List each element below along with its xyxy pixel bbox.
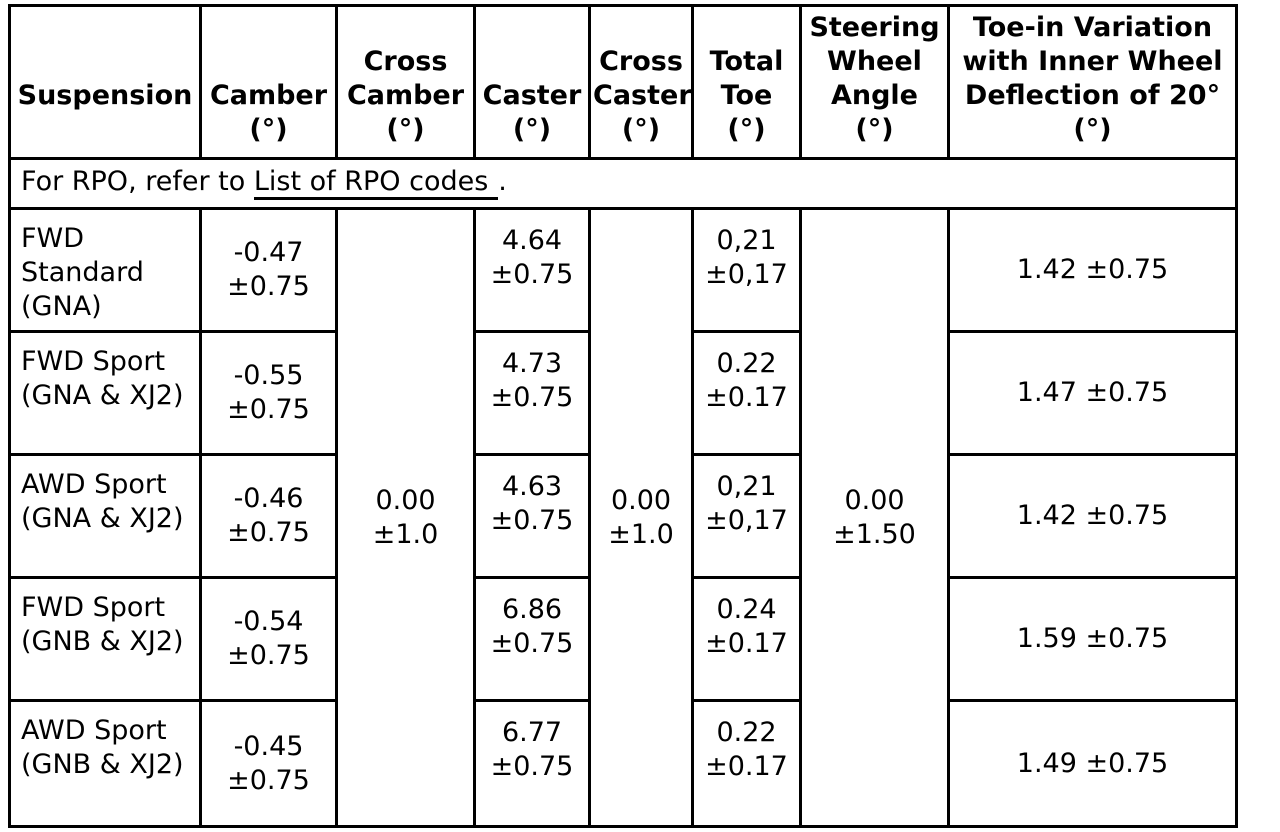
rpo-note-prefix: For RPO, refer to: [21, 165, 254, 197]
cell-total-toe: 0.24 ±0.17: [691, 576, 802, 702]
cell-suspension: FWD Sport (GNA & XJ2): [8, 330, 202, 456]
cell-steering-wheel-angle-merged: 0.00 ±1.50: [799, 207, 950, 828]
cell-cross-caster-merged: 0.00 ±1.0: [588, 207, 694, 828]
cell-caster: 6.77 ±0.75: [473, 699, 591, 828]
col-header-total-toe: Total Toe (°): [691, 4, 802, 160]
cell-caster: 6.86 ±0.75: [473, 576, 591, 702]
cell-total-toe: 0.22 ±0.17: [691, 699, 802, 828]
cell-caster: 4.73 ±0.75: [473, 330, 591, 456]
rpo-note-row: For RPO, refer to List of RPO codes.: [8, 157, 1238, 210]
cell-camber: -0.55 ±0.75: [199, 330, 338, 456]
cell-suspension: AWD Sport (GNA & XJ2): [8, 453, 202, 579]
col-header-caster: Caster (°): [473, 4, 591, 160]
cell-toe-in-variation: 1.59 ±0.75: [947, 576, 1238, 702]
col-header-camber: Camber (°): [199, 4, 338, 160]
cell-camber: -0.45 ±0.75: [199, 699, 338, 828]
table-row-fwd-sport-gna-xj2: FWD Sport (GNA & XJ2) -0.55 ±0.75 4.73 ±…: [8, 330, 1238, 456]
col-header-toe-in-variation: Toe-in Variation with Inner Wheel Deflec…: [947, 4, 1238, 160]
table-row-fwd-standard-gna: FWD Standard (GNA) -0.47 ±0.75 0.00 ±1.0…: [8, 207, 1238, 828]
col-header-suspension: Suspension: [8, 4, 202, 160]
cell-toe-in-variation: 1.47 ±0.75: [947, 330, 1238, 456]
cell-caster: 4.64 ±0.75: [473, 207, 591, 333]
col-header-cross-caster: Cross Caster (°): [588, 4, 694, 160]
cell-cross-camber-merged: 0.00 ±1.0: [335, 207, 476, 828]
cell-camber: -0.54 ±0.75: [199, 576, 338, 702]
cell-toe-in-variation: 1.42 ±0.75: [947, 453, 1238, 579]
rpo-note-cell: For RPO, refer to List of RPO codes.: [8, 157, 1238, 210]
cell-camber: -0.46 ±0.75: [199, 453, 338, 579]
cell-camber: -0.47 ±0.75: [199, 207, 338, 333]
header-row: Suspension Camber (°) Cross Camber (°) C…: [8, 4, 1238, 160]
table-row-awd-sport-gnb-xj2: AWD Sport (GNB & XJ2) -0.45 ±0.75 6.77 ±…: [8, 699, 1238, 828]
table-row-awd-sport-gna-xj2: AWD Sport (GNA & XJ2) -0.46 ±0.75 4.63 ±…: [8, 453, 1238, 579]
cell-caster: 4.63 ±0.75: [473, 453, 591, 579]
col-header-steering-wheel-angle: Steering Wheel Angle (°): [799, 4, 950, 160]
cell-total-toe: 0,21 ±0,17: [691, 453, 802, 579]
rpo-note-suffix: .: [498, 165, 507, 197]
cell-toe-in-variation: 1.42 ±0.75: [947, 207, 1238, 333]
cell-suspension: AWD Sport (GNB & XJ2): [8, 699, 202, 828]
cell-total-toe: 0,21 ±0,17: [691, 207, 802, 333]
alignment-spec-table: Suspension Camber (°) Cross Camber (°) C…: [8, 4, 1238, 828]
table-row-fwd-sport-gnb-xj2: FWD Sport (GNB & XJ2) -0.54 ±0.75 6.86 ±…: [8, 576, 1238, 702]
cell-total-toe: 0.22 ±0.17: [691, 330, 802, 456]
col-header-cross-camber: Cross Camber (°): [335, 4, 476, 160]
cell-suspension: FWD Sport (GNB & XJ2): [8, 576, 202, 702]
cell-toe-in-variation: 1.49 ±0.75: [947, 699, 1238, 828]
cell-suspension: FWD Standard (GNA): [8, 207, 202, 333]
rpo-codes-link[interactable]: List of RPO codes: [253, 165, 499, 200]
